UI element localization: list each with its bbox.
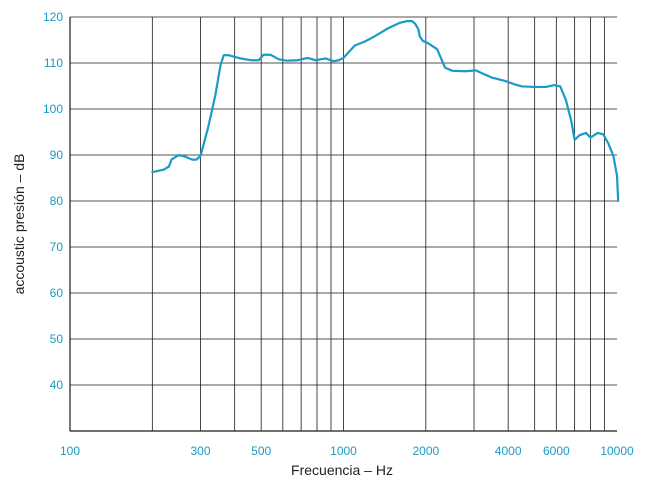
series-layer [151, 20, 620, 203]
x-tick-label-500: 500 [251, 444, 271, 458]
y-tick-label-100: 100 [43, 102, 63, 116]
axes [69, 17, 617, 432]
series-line-0 [151, 20, 620, 203]
x-tick-label-10000: 10000 [600, 444, 634, 458]
x-tick-label-6000: 6000 [543, 444, 570, 458]
x-tick-label-1000: 1000 [330, 444, 357, 458]
grid [70, 16, 617, 431]
tick-labels: 40 50 60 70 80 90 100 110 120 100 300 500 1000 2000 40… [43, 10, 634, 458]
x-tick-label-2000: 2000 [412, 444, 439, 458]
y-tick-label-50: 50 [50, 332, 64, 346]
x-axis-label: Frecuencia – Hz [291, 462, 393, 478]
y-tick-label-80: 80 [50, 194, 64, 208]
x-tick-label-300: 300 [190, 444, 210, 458]
y-tick-label-120: 120 [43, 10, 63, 24]
y-tick-label-70: 70 [50, 240, 64, 254]
y-tick-label-110: 110 [44, 56, 63, 70]
x-tick-label-100: 100 [60, 444, 80, 458]
y-axis-label: accoustic presión – dB [11, 154, 27, 295]
y-tick-label-90: 90 [50, 148, 64, 162]
y-tick-label-40: 40 [50, 378, 64, 392]
y-tick-label-60: 60 [50, 286, 64, 300]
x-tick-label-4000: 4000 [495, 444, 522, 458]
